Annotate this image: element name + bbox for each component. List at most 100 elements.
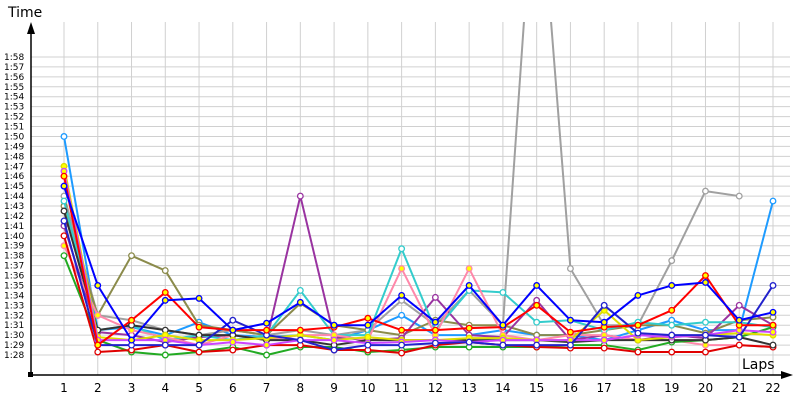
x-tick-label: 21 — [732, 381, 747, 395]
series-line — [63, 176, 773, 347]
data-point — [229, 346, 237, 354]
y-tick-label: 1:45 — [4, 182, 24, 192]
data-point — [60, 172, 68, 180]
data-point — [533, 301, 541, 309]
data-point — [128, 252, 135, 260]
data-point — [398, 291, 406, 299]
data-point — [195, 294, 203, 302]
y-tick-label: 1:35 — [4, 281, 24, 291]
data-point — [296, 326, 304, 334]
y-tick-label: 1:54 — [4, 93, 24, 103]
data-point — [600, 344, 608, 352]
x-axis-arrow — [781, 371, 793, 379]
data-point — [431, 318, 439, 326]
y-tick-label: 1:28 — [4, 351, 24, 361]
data-point — [702, 272, 709, 279]
data-point — [465, 338, 473, 346]
data-point — [364, 321, 372, 329]
x-tick-label: 4 — [161, 381, 169, 395]
data-point — [431, 293, 439, 301]
data-point — [533, 318, 541, 326]
y-tick-label: 1:29 — [4, 341, 24, 351]
series-11 — [60, 217, 777, 354]
data-point — [634, 291, 642, 299]
y-tick-label: 1:40 — [4, 232, 24, 242]
data-point — [195, 323, 203, 331]
data-point — [263, 351, 271, 359]
y-tick-label: 1:36 — [4, 272, 24, 282]
y-tick-label: 1:46 — [4, 172, 24, 182]
data-point — [60, 207, 68, 215]
data-point — [769, 308, 777, 316]
data-point — [668, 257, 676, 265]
x-tick-label: 16 — [563, 381, 578, 395]
data-point — [263, 319, 271, 327]
x-tick-label: 7 — [263, 381, 271, 395]
data-point — [330, 336, 338, 344]
data-point — [735, 192, 743, 200]
series-line — [63, 220, 774, 352]
data-point — [735, 301, 743, 309]
data-point — [702, 348, 709, 356]
x-tick-label: 11 — [394, 381, 409, 395]
data-point — [702, 331, 709, 339]
data-point — [229, 338, 237, 346]
y-tick-label: 1:42 — [4, 212, 24, 222]
x-tick-label: 9 — [330, 381, 338, 395]
data-point — [499, 288, 507, 296]
series-9 — [60, 162, 777, 344]
data-point — [634, 348, 642, 356]
data-point — [769, 328, 777, 336]
data-point — [600, 301, 608, 309]
data-point — [296, 298, 304, 306]
data-point — [398, 245, 406, 253]
y-tick-label: 1:57 — [4, 63, 24, 73]
data-point — [769, 197, 777, 205]
x-axis-label: Laps — [742, 357, 775, 373]
y-tick-label: 1:31 — [4, 321, 24, 331]
x-tick-label: 6 — [229, 381, 237, 395]
y-tick-label: 1:51 — [4, 123, 24, 133]
data-point — [60, 133, 68, 140]
data-point — [94, 341, 102, 349]
data-point — [398, 326, 406, 334]
y-tick-label: 1:52 — [4, 113, 24, 123]
x-tick-label: 8 — [297, 381, 305, 395]
data-point — [499, 341, 507, 349]
data-point — [566, 328, 574, 336]
x-tick-label: 20 — [698, 381, 713, 395]
data-point — [600, 336, 608, 344]
data-point — [60, 217, 68, 225]
data-point — [668, 306, 676, 314]
y-tick-label: 1:53 — [4, 103, 24, 113]
data-point — [431, 339, 439, 347]
data-point — [431, 326, 439, 334]
origin-marker — [28, 372, 33, 377]
data-point — [94, 282, 102, 289]
x-tick-label: 14 — [495, 381, 510, 395]
data-point — [229, 316, 237, 324]
data-point — [60, 197, 68, 205]
data-point — [702, 318, 709, 326]
x-tick-label: 19 — [664, 381, 679, 395]
data-point — [668, 331, 676, 339]
series-12 — [60, 172, 777, 349]
x-tick-label: 3 — [128, 381, 136, 395]
data-point — [60, 182, 68, 190]
data-point — [668, 282, 676, 289]
x-tick-label: 12 — [428, 381, 443, 395]
series-7 — [60, 232, 777, 357]
data-point — [566, 265, 574, 273]
data-point — [94, 348, 102, 356]
data-point — [229, 326, 237, 334]
y-tick-label: 1:30 — [4, 331, 24, 341]
data-point — [634, 329, 642, 337]
series-line — [63, 205, 774, 337]
data-point — [398, 265, 406, 273]
data-point — [263, 341, 271, 349]
y-axis-arrow — [27, 22, 35, 34]
data-point — [702, 187, 709, 195]
data-point — [60, 232, 68, 240]
data-point — [94, 311, 102, 319]
